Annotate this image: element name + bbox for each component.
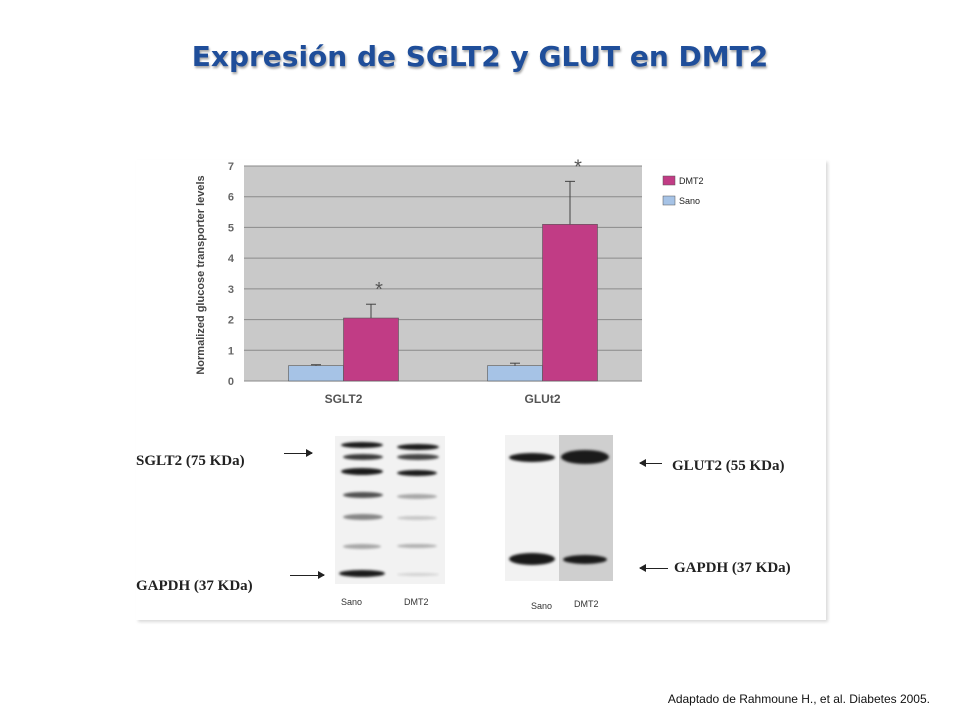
legend: DMT2 Sano: [651, 166, 826, 230]
arrow-gapdh-right: [639, 564, 668, 572]
legend-swatch-dmt2: [662, 175, 676, 186]
bar-layer: **: [288, 156, 598, 382]
western-blot-glut2: [505, 435, 613, 581]
blot-label-gapdh-right: GAPDH (37 KDa): [674, 560, 791, 576]
y-tick-label: 4: [228, 253, 235, 265]
blot-label-sglt2: SGLT2 (75 KDa): [136, 453, 245, 469]
y-tick-labels: 0 1 2 3 4 5 6 7: [228, 161, 235, 388]
arrow-glut2: [639, 459, 662, 467]
x-tick-labels: SGLT2 GLUt2: [325, 392, 561, 406]
blot-label-gapdh-left: GAPDH (37 KDa): [136, 578, 253, 594]
x-tick-label: SGLT2: [325, 392, 363, 406]
blot-label-glut2: GLUT2 (55 KDa): [672, 458, 785, 474]
bar-sano-glut2: [487, 365, 543, 382]
significance-marker: *: [574, 156, 582, 178]
significance-marker: *: [375, 279, 383, 301]
legend-box: [651, 166, 826, 230]
bar-sano-sglt2: [288, 365, 344, 382]
western-blot-sglt2: [335, 436, 445, 584]
y-tick-label: 7: [228, 161, 234, 173]
x-tick-label: GLUt2: [525, 392, 561, 406]
y-tick-label: 6: [228, 192, 234, 204]
legend-label-sano: Sano: [679, 196, 700, 206]
lane-label-left-dmt2: DMT2: [404, 597, 429, 607]
y-axis-label: Normalized glucose transporter levels: [195, 175, 207, 374]
legend-label-dmt2: DMT2: [679, 176, 704, 186]
legend-swatch-sano: [662, 195, 676, 206]
y-tick-label: 5: [228, 222, 234, 234]
lane-label-right-dmt2: DMT2: [574, 599, 599, 609]
y-tick-label: 2: [228, 315, 234, 327]
bar-dmt2-sglt2: [343, 317, 399, 382]
lane-label-right-sano: Sano: [531, 601, 553, 611]
arrow-sglt2: [284, 449, 313, 457]
citation: Adaptado de Rahmoune H., et al. Diabetes…: [667, 692, 930, 706]
arrow-gapdh-left: [290, 571, 325, 579]
bar-dmt2-glut2: [542, 224, 598, 382]
y-tick-label: 0: [228, 376, 234, 388]
slide-title: Expresión de SGLT2 y GLUT en DMT2: [191, 40, 769, 73]
lane-label-left-sano: Sano: [341, 597, 363, 607]
y-tick-label: 3: [228, 284, 234, 296]
y-tick-label: 1: [228, 345, 234, 357]
